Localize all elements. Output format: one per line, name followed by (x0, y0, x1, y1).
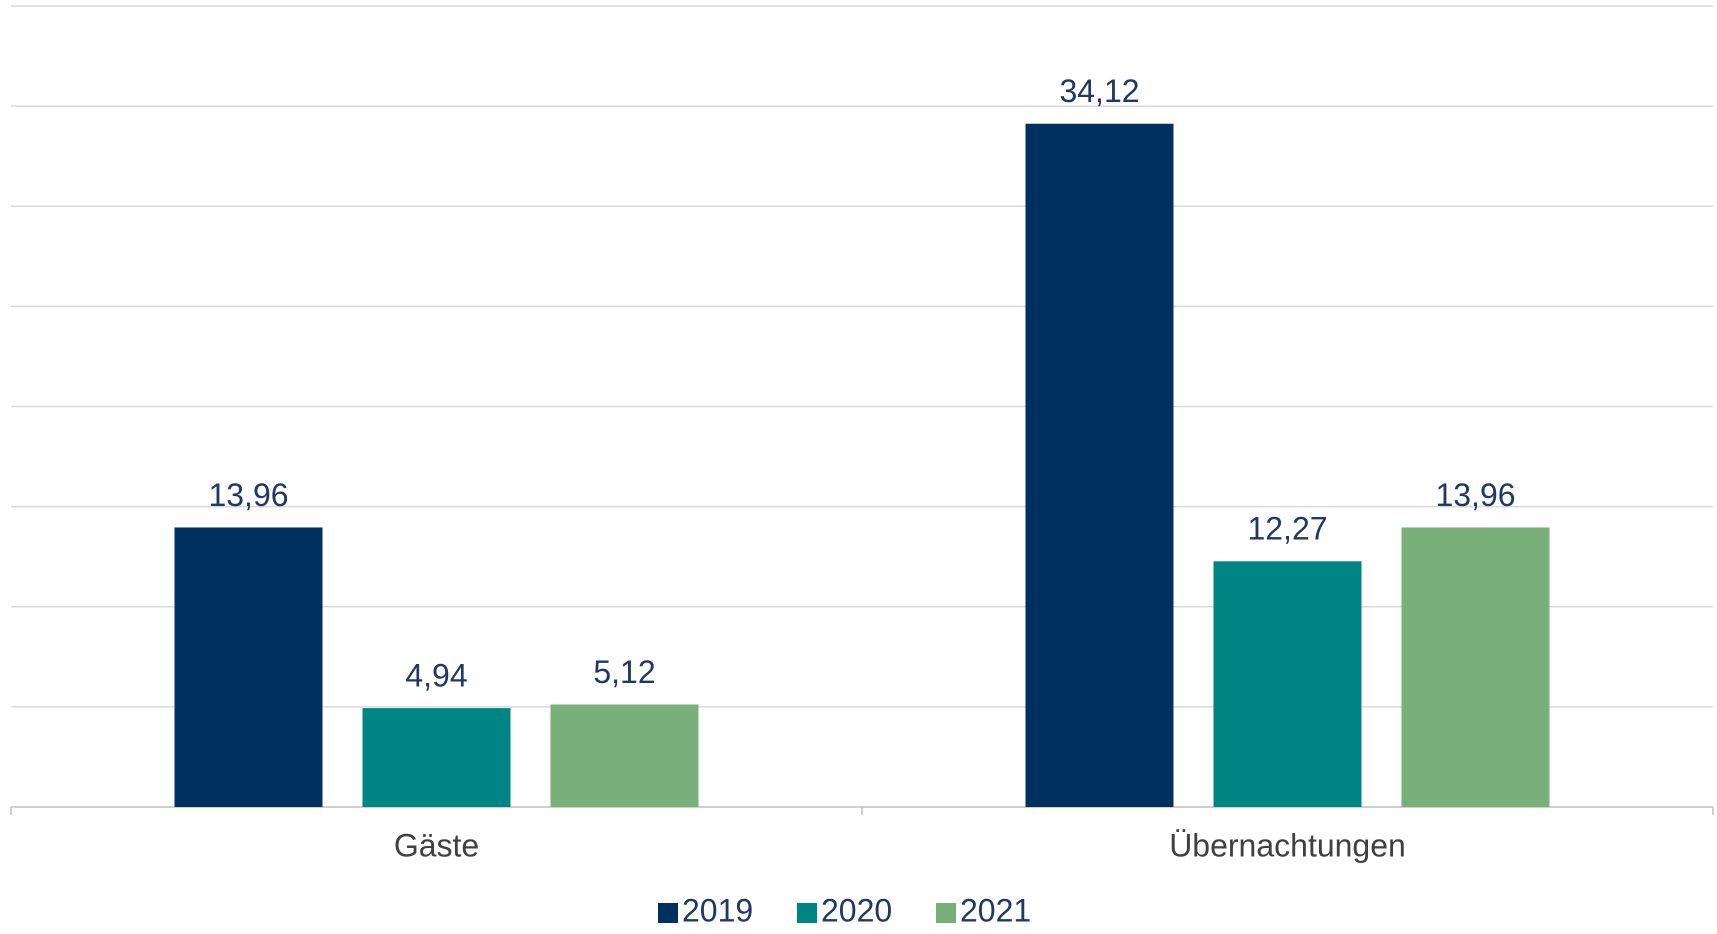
data-label: 12,27 (1247, 511, 1327, 547)
data-label: 13,96 (1435, 477, 1515, 513)
x-tick-label: Übernachtungen (1169, 827, 1406, 863)
legend-label: 2021 (960, 892, 1031, 928)
legend-label: 2020 (821, 892, 892, 928)
legend-label: 2019 (682, 892, 753, 928)
x-tick-label: Gäste (394, 827, 479, 863)
legend-swatch (936, 903, 956, 923)
legend-swatch (658, 903, 678, 923)
bar (1401, 527, 1550, 807)
bar (1025, 123, 1174, 807)
bar (550, 704, 699, 807)
bar (1213, 561, 1362, 807)
data-label: 4,94 (405, 658, 467, 694)
data-label: 5,12 (593, 654, 655, 690)
bar (362, 708, 511, 807)
data-label: 34,12 (1059, 73, 1139, 109)
legend-swatch (797, 903, 817, 923)
bar (174, 527, 323, 807)
data-label: 13,96 (208, 477, 288, 513)
